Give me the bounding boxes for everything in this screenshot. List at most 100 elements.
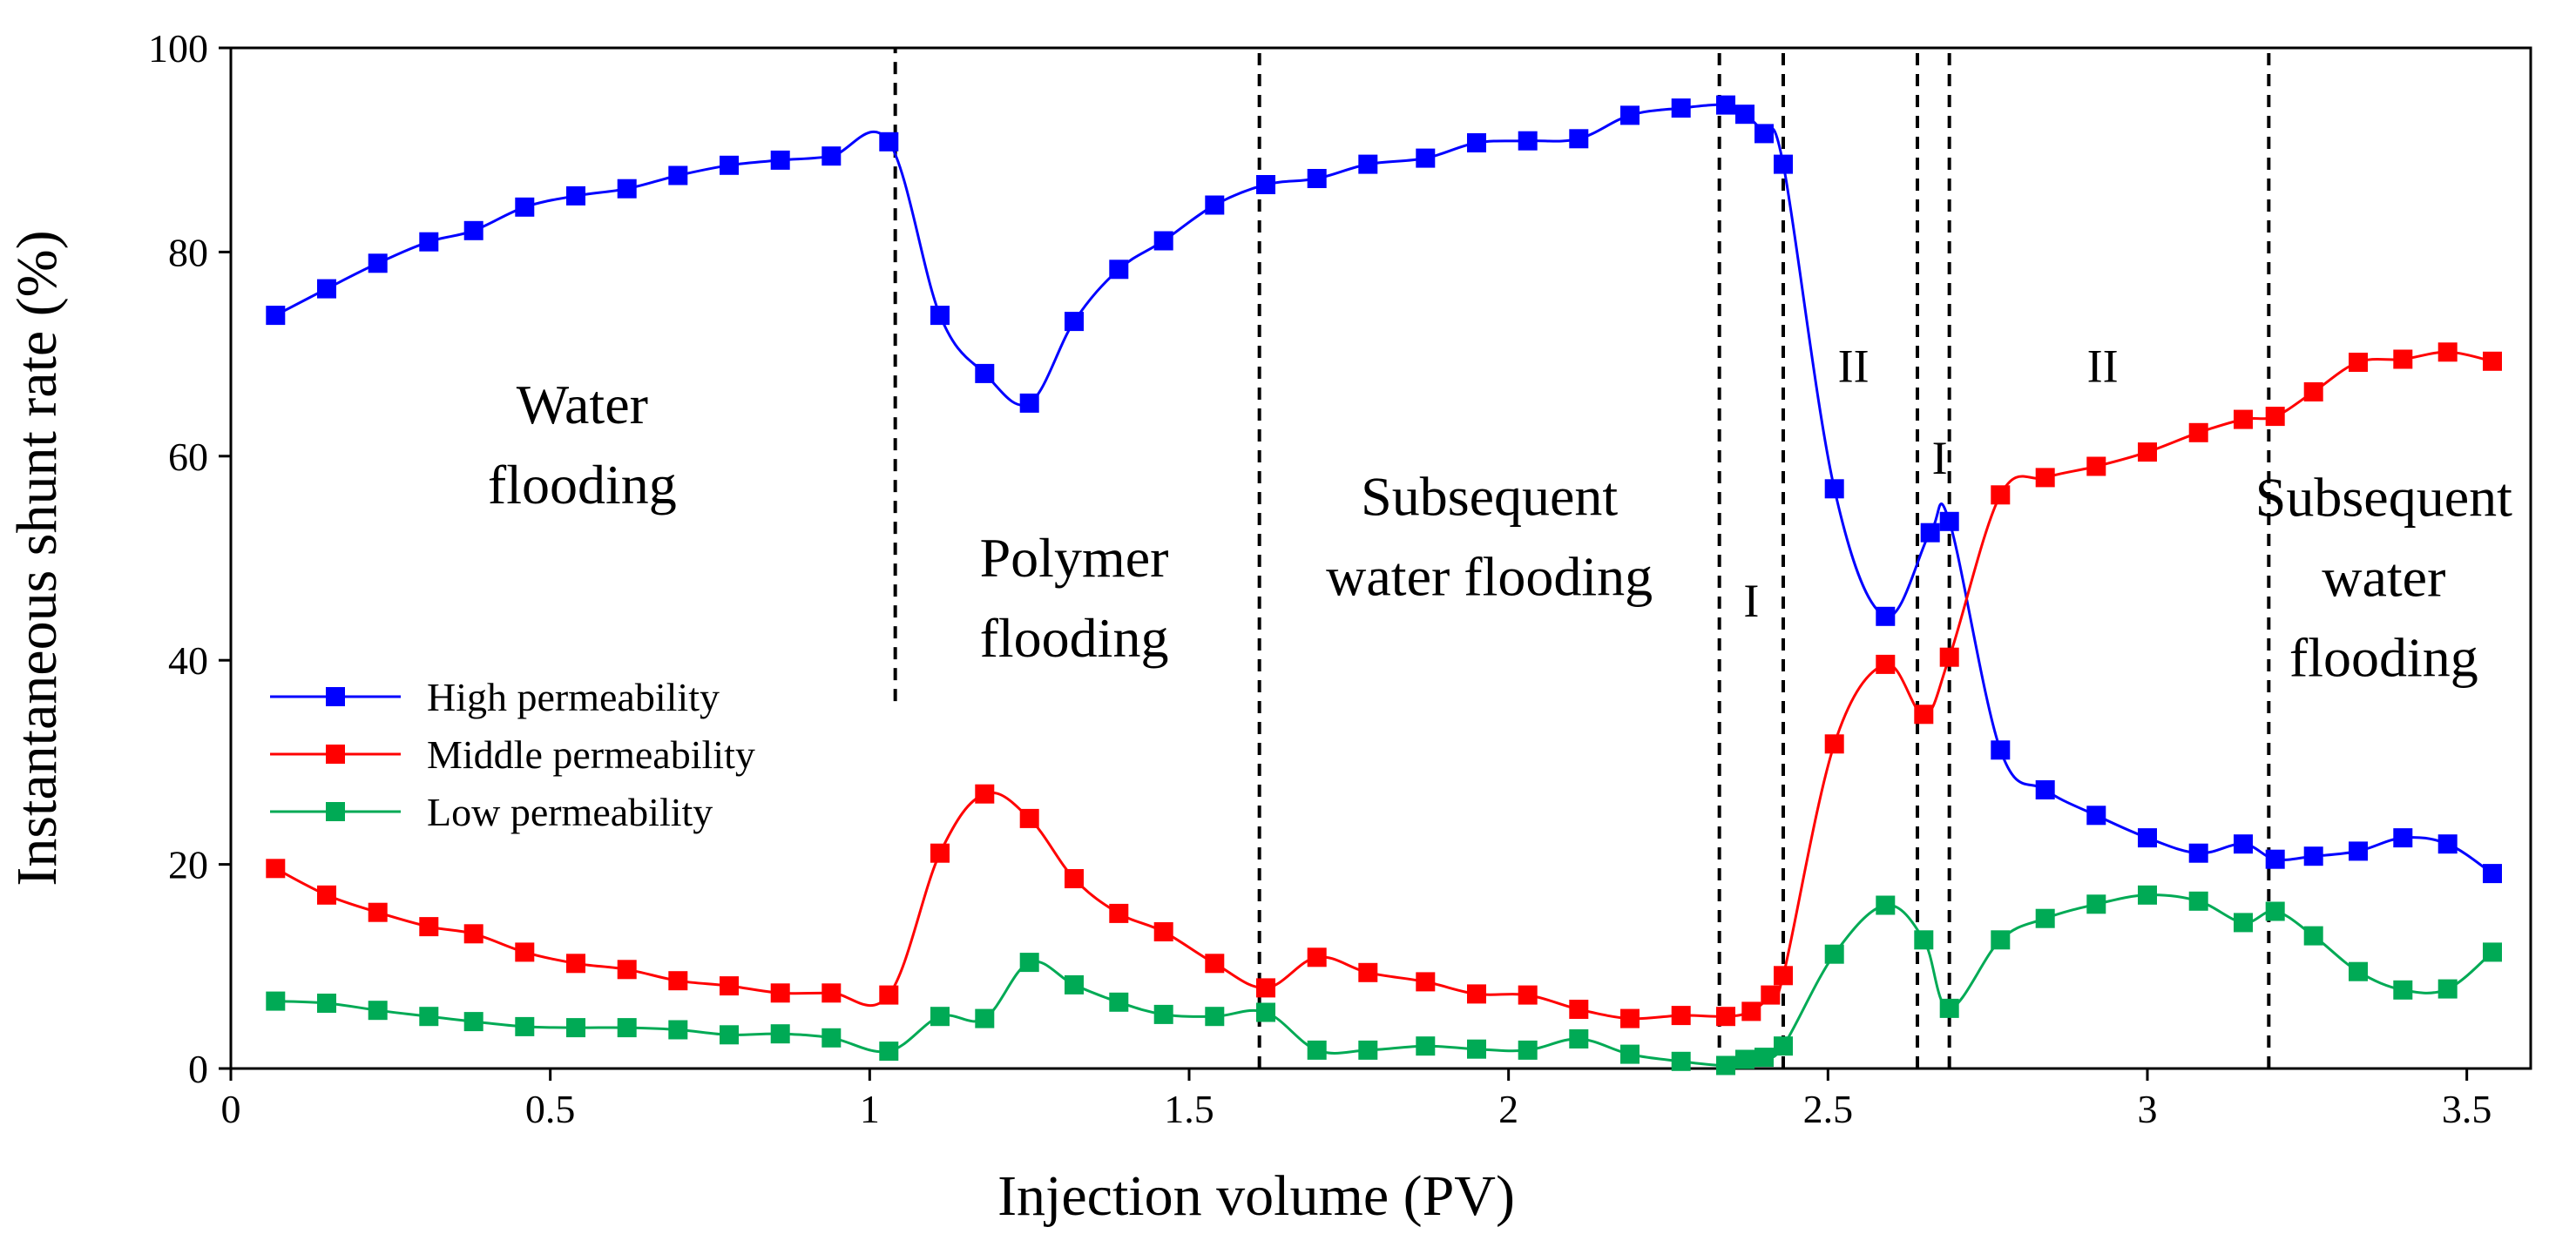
- y-tick-label: 0: [188, 1047, 208, 1091]
- data-point-low-permeability-17: [1065, 974, 1084, 994]
- legend-label-high-permeability: High permeability: [427, 675, 720, 719]
- data-point-middle-permeability-18: [1109, 903, 1129, 923]
- data-point-middle-permeability-35: [1876, 654, 1896, 674]
- data-point-middle-permeability-25: [1467, 984, 1486, 1004]
- data-point-high-permeability-40: [2086, 806, 2106, 826]
- data-point-high-permeability-15: [975, 363, 995, 383]
- data-point-low-permeability-37: [1939, 998, 1959, 1018]
- data-point-high-permeability-26: [1518, 131, 1538, 151]
- data-point-high-permeability-12: [821, 146, 842, 166]
- data-point-high-permeability-11: [770, 150, 790, 170]
- data-point-high-permeability-29: [1671, 98, 1691, 118]
- plot-area-frame: [229, 46, 2532, 1070]
- data-point-middle-permeability-28: [1620, 1008, 1640, 1028]
- data-point-low-permeability-47: [2393, 980, 2413, 1000]
- data-point-low-permeability-40: [2086, 894, 2106, 914]
- data-point-middle-permeability-1: [266, 859, 286, 879]
- data-point-low-permeability-25: [1467, 1039, 1486, 1059]
- y-tick-label: 60: [168, 435, 208, 479]
- data-point-low-permeability-24: [1416, 1036, 1436, 1056]
- data-point-low-permeability-21: [1256, 1002, 1275, 1022]
- data-point-middle-permeability-30: [1716, 1007, 1735, 1027]
- data-point-high-permeability-47: [2393, 828, 2413, 848]
- region-label-8: Subsequent water flooding: [2255, 466, 2512, 688]
- data-point-high-permeability-37: [1939, 511, 1959, 531]
- data-point-high-permeability-10: [720, 155, 739, 175]
- data-point-high-permeability-2: [317, 279, 336, 299]
- region-annotations: Water flooding Polymer flooding Subsequent wa…: [488, 340, 2512, 688]
- data-point-middle-permeability-5: [463, 924, 483, 944]
- data-point-high-permeability-39: [2035, 780, 2055, 799]
- legend-entry-high-permeability: High permeability: [270, 675, 720, 719]
- data-point-low-permeability-28: [1620, 1044, 1640, 1064]
- data-point-low-permeability-10: [720, 1025, 739, 1045]
- data-point-high-permeability-46: [2349, 841, 2368, 861]
- data-point-low-permeability-44: [2265, 901, 2285, 921]
- data-point-high-permeability-13: [879, 131, 899, 152]
- data-point-middle-permeability-14: [930, 843, 950, 863]
- legend-marker-low-permeability: [326, 802, 345, 821]
- data-point-middle-permeability-13: [879, 985, 899, 1005]
- data-point-high-permeability-1: [266, 306, 286, 326]
- data-point-low-permeability-35: [1876, 895, 1896, 915]
- data-point-high-permeability-22: [1307, 169, 1327, 188]
- data-point-high-permeability-9: [668, 165, 688, 185]
- data-point-low-permeability-49: [2483, 942, 2502, 962]
- data-point-middle-permeability-11: [770, 983, 790, 1003]
- data-point-high-permeability-20: [1205, 195, 1225, 215]
- data-point-high-permeability-32: [1755, 124, 1774, 144]
- data-point-middle-permeability-47: [2393, 349, 2413, 369]
- data-point-middle-permeability-16: [1019, 808, 1039, 828]
- data-point-low-permeability-45: [2303, 926, 2323, 946]
- data-point-middle-permeability-40: [2086, 456, 2106, 476]
- data-point-low-permeability-12: [821, 1028, 842, 1048]
- y-tick-label: 80: [168, 230, 208, 274]
- data-point-high-permeability-14: [930, 306, 950, 326]
- data-point-high-permeability-18: [1109, 260, 1129, 280]
- data-point-low-permeability-5: [463, 1012, 483, 1032]
- data-point-middle-permeability-9: [668, 971, 688, 991]
- data-point-high-permeability-42: [2188, 843, 2208, 863]
- data-point-middle-permeability-42: [2188, 422, 2208, 442]
- data-point-middle-permeability-17: [1065, 869, 1084, 888]
- data-point-high-permeability-4: [419, 232, 439, 252]
- data-point-middle-permeability-48: [2437, 342, 2458, 362]
- data-point-low-permeability-32: [1755, 1048, 1774, 1068]
- data-point-high-permeability-25: [1467, 133, 1486, 152]
- data-point-middle-permeability-39: [2035, 468, 2055, 488]
- data-point-low-permeability-4: [419, 1007, 439, 1027]
- axis-ticks: 0 0.5 1 1.5 2 2.5 3 3.5 0 20 40 60 80 100: [148, 26, 2491, 1131]
- data-point-middle-permeability-36: [1914, 705, 1934, 725]
- data-point-low-permeability-20: [1205, 1007, 1225, 1027]
- data-point-low-permeability-48: [2437, 979, 2458, 999]
- data-point-high-permeability-27: [1569, 129, 1589, 149]
- data-point-middle-permeability-8: [617, 960, 637, 980]
- x-tick-label: 0.5: [525, 1087, 576, 1131]
- data-point-high-permeability-35: [1876, 606, 1896, 626]
- data-point-middle-permeability-38: [1991, 485, 2011, 505]
- series-middle-permeability: [266, 342, 2502, 1028]
- data-point-high-permeability-48: [2437, 834, 2458, 854]
- phase-label-5: II: [1838, 340, 1869, 392]
- data-point-high-permeability-6: [515, 197, 535, 217]
- data-point-middle-permeability-12: [821, 983, 842, 1003]
- data-point-middle-permeability-21: [1256, 978, 1275, 998]
- data-point-middle-permeability-24: [1416, 972, 1436, 992]
- data-point-low-permeability-27: [1569, 1029, 1589, 1048]
- data-point-high-permeability-45: [2303, 846, 2323, 866]
- x-tick-label: 0: [221, 1087, 241, 1131]
- data-point-low-permeability-13: [879, 1042, 899, 1062]
- region-label-2: Polymer flooding: [980, 527, 1169, 669]
- x-axis-title: Injection volume (PV): [997, 1164, 1515, 1228]
- series-line-low-permeability: [275, 893, 2493, 1068]
- phase-label-7: II: [2087, 340, 2119, 392]
- data-point-low-permeability-6: [515, 1016, 535, 1036]
- data-point-high-permeability-23: [1358, 154, 1378, 174]
- phase-label-4: I: [1743, 575, 1759, 627]
- data-point-high-permeability-8: [617, 179, 637, 199]
- region-label-3: Subsequent water flooding: [1326, 466, 1653, 608]
- data-point-low-permeability-14: [930, 1007, 950, 1027]
- x-tick-label: 1.5: [1164, 1087, 1214, 1131]
- data-point-middle-permeability-22: [1307, 947, 1327, 967]
- data-point-middle-permeability-44: [2265, 407, 2285, 427]
